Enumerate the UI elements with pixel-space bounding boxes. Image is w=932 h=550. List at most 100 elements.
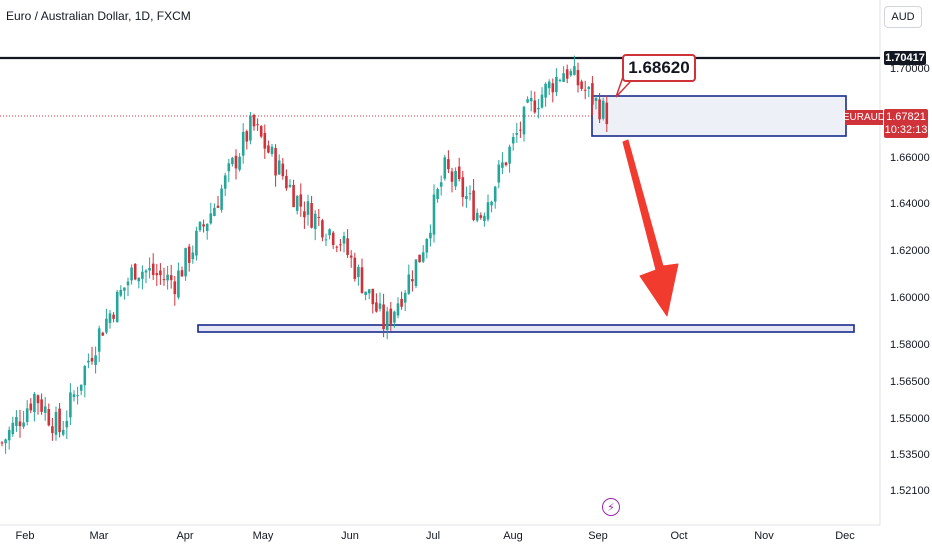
candle-body [342,235,346,244]
price-tick-label: 1.70000 [890,63,930,75]
time-tick-label: May [252,530,274,542]
price-tick-label: 1.55000 [890,413,930,425]
candle-body [353,257,357,279]
candle-body [184,248,187,277]
candle-body [90,357,94,362]
candle-body [126,281,130,286]
candle-body [421,252,425,262]
candle-body [382,304,385,330]
candle-body [400,298,403,307]
candle-body [483,215,486,222]
candle-body [486,202,490,220]
candle-body [61,429,65,435]
candle-body [22,422,25,427]
price-tick-label: 1.53500 [890,449,930,461]
candle-body [465,195,468,200]
candle-body [220,188,223,210]
candle-body [515,133,519,135]
candle-body [0,442,4,444]
candle-body [472,190,475,221]
price-tick-label: 1.56500 [890,376,930,388]
candle-body [461,177,465,198]
price-callout[interactable]: 1.68620 [622,54,696,82]
candle-body [339,244,342,246]
support-zone[interactable] [197,324,855,333]
candle-body [443,157,447,179]
candle-body [162,279,166,281]
candle-body [407,274,411,294]
bar-countdown: 10:32:13 [884,123,928,136]
candle-body [411,279,414,282]
candle-body [533,100,537,113]
candle-body [177,270,180,298]
candle-body [375,302,378,312]
candle-body [79,384,83,391]
price-tick-label: 1.62000 [890,245,930,257]
candle-body [213,207,216,216]
candle-body [180,270,184,277]
supply-zone[interactable] [591,95,847,137]
price-tick-label: 1.60000 [890,292,930,304]
candle-body [234,155,238,169]
candle-body [367,289,371,294]
candle-body [295,196,299,211]
candle-body [425,238,429,253]
projection-arrow[interactable] [622,139,679,317]
candle-body [123,287,126,291]
candle-body [51,426,54,434]
candle-body [263,132,267,149]
candle-body [475,212,479,221]
candle-body [450,171,454,182]
candle-body [479,215,483,218]
last-price-value: 1.67821 [886,110,926,123]
candle-body [371,288,375,305]
candle-body [7,429,11,441]
candle-body [108,313,112,323]
candle-body [285,175,288,189]
candle-body [313,213,317,229]
lightning-icon[interactable]: ⚡ [602,498,620,516]
candle-body [418,254,421,263]
time-tick-label: Dec [835,530,855,542]
candle-body [4,439,7,444]
candle-body [259,126,263,137]
candle-body [555,76,558,93]
currency-button[interactable]: AUD [884,6,922,28]
candle-body [173,281,177,295]
candle-body [490,201,493,206]
candle-body [144,270,148,273]
candle-body [97,328,101,352]
candle-body [580,81,583,89]
candle-body [159,270,162,276]
candle-body [583,89,587,91]
candle-body [328,229,331,236]
candle-body [558,79,562,81]
time-tick-label: Aug [503,530,523,542]
candle-body [346,238,349,255]
candle-body [321,220,324,238]
candle-body [241,131,245,156]
candle-body [526,99,529,103]
candle-body [195,230,198,256]
price-tick-label: 1.66000 [890,152,930,164]
candle-body [223,175,227,189]
candle-body [29,403,33,411]
candle-body [191,252,195,260]
candle-body [166,274,169,281]
candle-body [537,107,540,110]
symbol-tag: EURAUD [842,110,886,125]
candle-body [288,184,292,187]
candle-body [281,163,285,177]
candle-body [18,421,22,427]
candle-body [205,223,209,231]
candle-body [141,271,144,279]
candle-body [335,246,339,248]
candle-body [310,203,313,228]
candle-body [454,171,457,187]
time-tick-label: Nov [754,530,774,542]
candlestick-series [0,55,609,454]
candle-body [565,69,569,79]
candle-body [256,124,259,126]
candle-body [429,232,432,239]
